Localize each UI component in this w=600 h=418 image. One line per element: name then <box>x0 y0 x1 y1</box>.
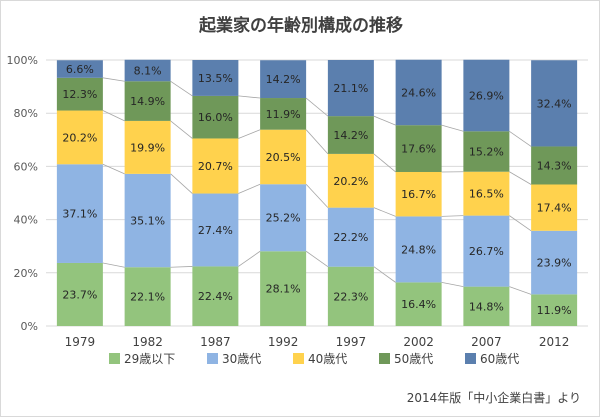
data-label: 22.1% <box>130 291 165 304</box>
y-tick-label: 100% <box>7 54 38 67</box>
data-label: 28.1% <box>266 283 301 296</box>
y-tick-label: 0% <box>21 320 38 333</box>
series-connector-line <box>306 251 328 266</box>
data-label: 24.8% <box>401 243 436 256</box>
data-label: 26.7% <box>469 245 504 258</box>
series-connector-line <box>238 130 260 139</box>
series-connector-line <box>306 130 328 154</box>
y-tick-label: 80% <box>14 107 38 120</box>
data-label: 12.3% <box>62 88 97 101</box>
data-label: 19.9% <box>130 141 165 154</box>
data-label: 25.2% <box>266 212 301 225</box>
data-label: 22.3% <box>333 290 368 303</box>
legend-swatch <box>293 353 304 364</box>
data-label: 24.6% <box>401 86 436 99</box>
data-label: 32.4% <box>537 97 572 110</box>
data-label: 6.6% <box>66 63 94 76</box>
legend-swatch <box>465 353 476 364</box>
data-label: 16.5% <box>469 188 504 201</box>
data-label: 21.1% <box>333 82 368 95</box>
series-connector-line <box>374 116 396 125</box>
data-label: 23.7% <box>62 288 97 301</box>
legend-label: 60歳代 <box>480 352 519 366</box>
data-label: 14.2% <box>266 73 301 86</box>
series-connector-line <box>442 125 464 131</box>
series-connector-line <box>238 96 260 98</box>
series-connector-line <box>374 208 396 217</box>
series-connector-line <box>171 174 193 194</box>
data-label: 8.1% <box>134 65 162 78</box>
series-connector-line <box>509 172 531 185</box>
data-label: 14.9% <box>130 95 165 108</box>
series-connector-line <box>374 154 396 172</box>
series-connector-line <box>103 78 125 81</box>
series-connector-line <box>238 184 260 193</box>
x-tick-label: 2012 <box>539 335 570 349</box>
series-connector-line <box>103 263 125 267</box>
data-label: 20.5% <box>266 151 301 164</box>
x-tick-label: 1979 <box>65 335 96 349</box>
x-tick-label: 1987 <box>200 335 231 349</box>
series-connector-line <box>171 81 193 96</box>
series-connector-line <box>103 111 125 121</box>
data-label: 14.3% <box>537 159 572 172</box>
data-label: 35.1% <box>130 215 165 228</box>
legend-swatch <box>207 353 218 364</box>
data-label: 22.4% <box>198 290 233 303</box>
data-label: 17.6% <box>401 143 436 156</box>
x-tick-label: 2002 <box>403 335 434 349</box>
x-tick-label: 1982 <box>132 335 163 349</box>
data-label: 15.2% <box>469 146 504 159</box>
data-label: 20.2% <box>62 131 97 144</box>
data-label: 27.4% <box>198 224 233 237</box>
data-label: 23.9% <box>537 257 572 270</box>
legend-label: 30歳代 <box>222 352 261 366</box>
series-connector-line <box>171 266 193 267</box>
data-label: 17.4% <box>537 202 572 215</box>
data-label: 37.1% <box>62 208 97 221</box>
y-tick-label: 20% <box>14 267 38 280</box>
series-connector-line <box>509 131 531 146</box>
data-label: 16.7% <box>401 188 436 201</box>
data-label: 13.5% <box>198 72 233 85</box>
data-label: 11.9% <box>537 304 572 317</box>
x-tick-label: 1992 <box>268 335 299 349</box>
data-label: 20.7% <box>198 160 233 173</box>
y-tick-label: 60% <box>14 160 38 173</box>
x-tick-label: 2007 <box>471 335 502 349</box>
data-label: 22.2% <box>333 231 368 244</box>
x-tick-label: 1997 <box>336 335 367 349</box>
data-label: 16.0% <box>198 111 233 124</box>
y-tick-label: 40% <box>14 214 38 227</box>
legend-swatch <box>379 353 390 364</box>
source-note: 2014年版「中小企業白書」より <box>407 389 581 406</box>
data-label: 16.4% <box>401 298 436 311</box>
legend-label: 29歳以下 <box>124 352 175 366</box>
data-label: 26.9% <box>469 90 504 103</box>
series-connector-line <box>442 282 464 286</box>
data-label: 14.8% <box>469 300 504 313</box>
data-label: 14.2% <box>333 129 368 142</box>
series-connector-line <box>509 216 531 231</box>
series-connector-line <box>509 287 531 295</box>
legend-label: 40歳代 <box>308 352 347 366</box>
data-label: 20.2% <box>333 175 368 188</box>
legend-label: 50歳代 <box>394 352 433 366</box>
series-connector-line <box>171 121 193 139</box>
series-connector-line <box>306 184 328 207</box>
series-connector-line <box>238 251 260 266</box>
series-connector-line <box>103 164 125 174</box>
series-connector-line <box>442 216 464 217</box>
legend-swatch <box>109 353 120 364</box>
data-label: 11.9% <box>266 108 301 121</box>
series-connector-line <box>374 267 396 283</box>
